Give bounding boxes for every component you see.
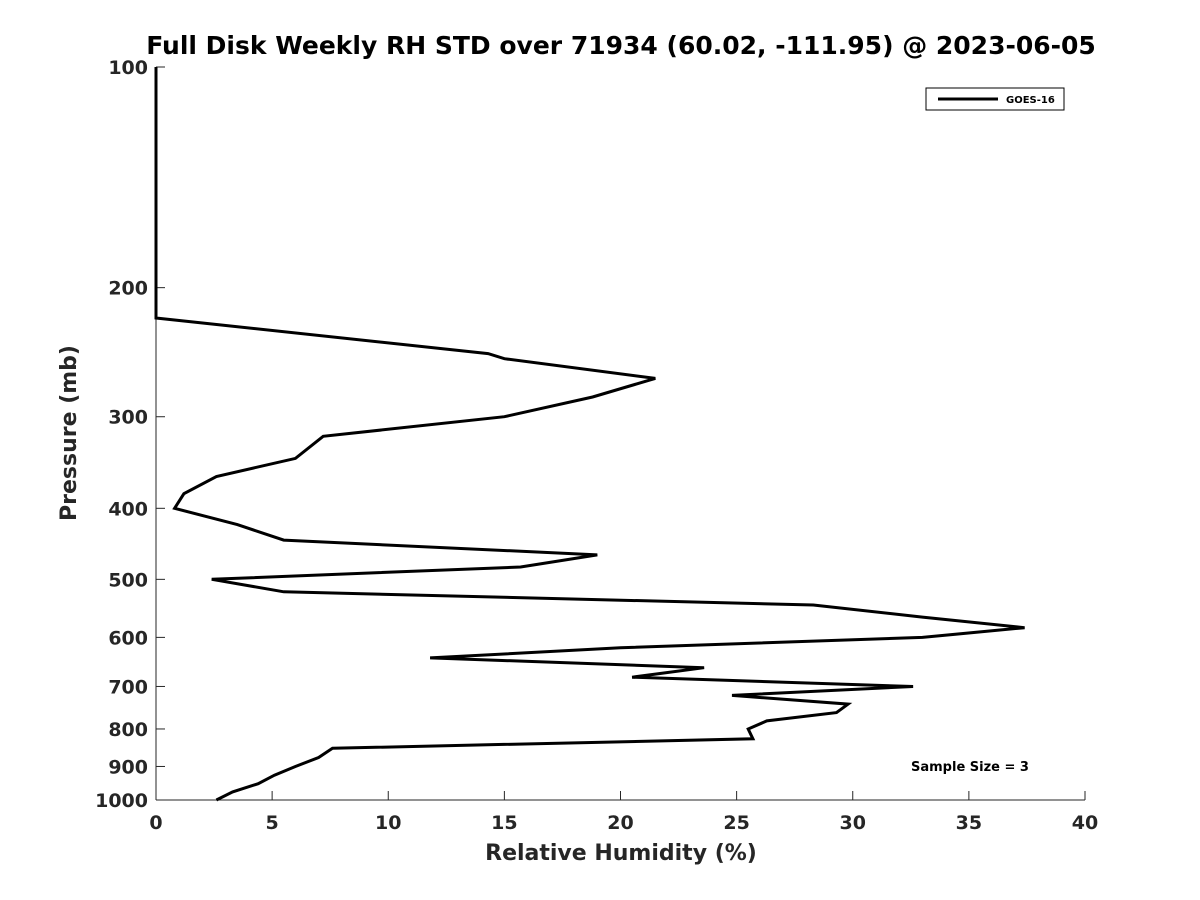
y-tick-label: 800 (108, 719, 148, 741)
x-tick-label: 5 (266, 812, 279, 834)
series-line-goes-16 (154, 67, 1025, 802)
y-tick-label: 900 (108, 756, 148, 778)
y-tick-label: 200 (108, 278, 148, 300)
series (154, 67, 1025, 802)
x-tick-label: 20 (607, 812, 633, 834)
y-tick-label: 400 (108, 498, 148, 520)
y-tick-label: 700 (108, 676, 148, 698)
y-tick-label: 100 (108, 57, 148, 79)
y-tick-label: 500 (108, 569, 148, 591)
x-tick-label: 30 (840, 812, 866, 834)
x-tick-label: 15 (491, 812, 517, 834)
y-axis-label: Pressure (mb) (57, 345, 82, 521)
x-axis-label: Relative Humidity (%) (485, 841, 757, 866)
y-tick-label: 1000 (95, 790, 148, 812)
legend: GOES-16 (925, 87, 1065, 111)
legend-label: GOES-16 (1006, 95, 1055, 106)
sample-size-annotation: Sample Size = 3 (911, 760, 1029, 775)
x-tick-label: 10 (375, 812, 401, 834)
y-tick-label: 600 (108, 627, 148, 649)
y-tick-label: 300 (108, 407, 148, 429)
x-tick-label: 25 (723, 812, 749, 834)
x-tick-label: 35 (956, 812, 982, 834)
ticks: 0 5 10 15 20 25 30 35 40 100 200 300 400 500 600 700 800… (95, 57, 1098, 834)
axes (155, 67, 1085, 801)
x-tick-label: 40 (1072, 812, 1098, 834)
x-tick-label: 0 (149, 812, 162, 834)
chart-title: Full Disk Weekly RH STD over 71934 (60.0… (146, 31, 1096, 60)
